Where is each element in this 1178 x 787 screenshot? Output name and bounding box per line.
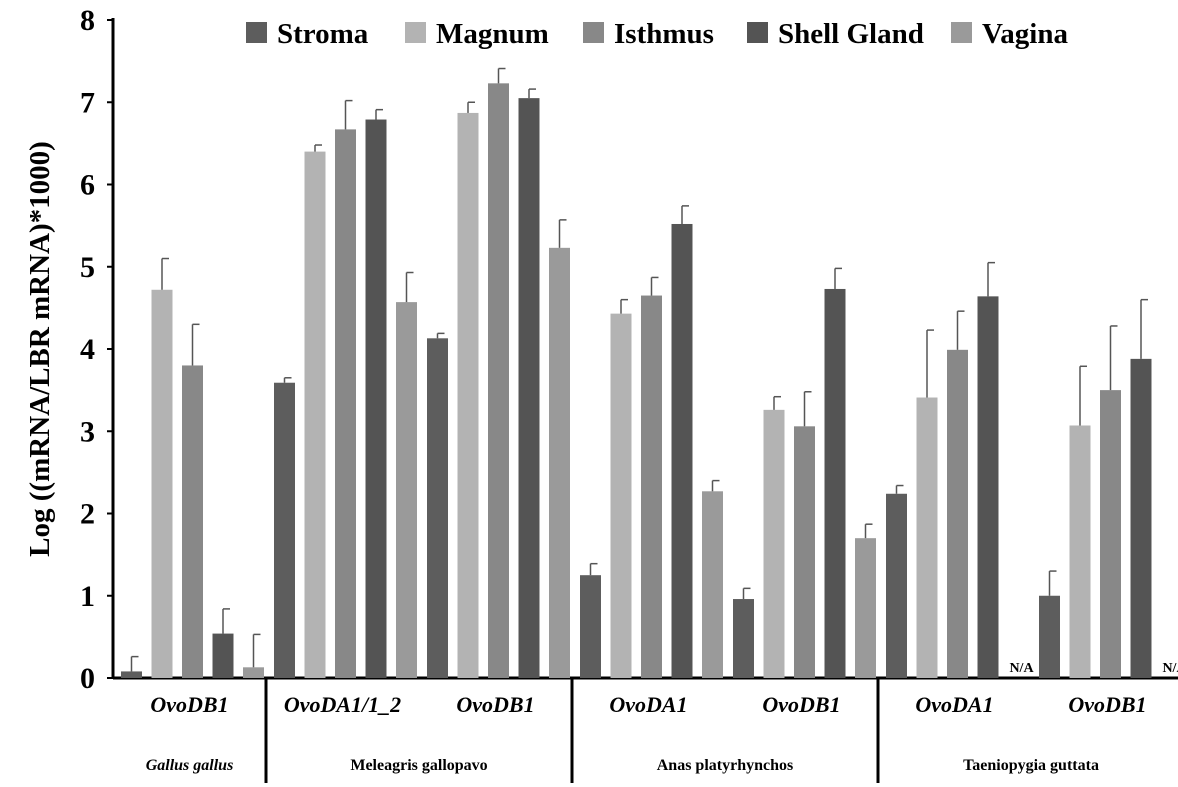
bar — [212, 633, 234, 678]
legend-swatch — [583, 22, 604, 43]
legend-swatch — [951, 22, 972, 43]
na-label: N/A — [1009, 661, 1034, 676]
y-tick-label: 2 — [80, 498, 95, 531]
bar — [886, 493, 907, 678]
category-label: OvoDB1 — [762, 692, 840, 717]
category-label: OvoDA1/1_2 — [284, 692, 401, 717]
category-label: OvoDB1 — [456, 692, 534, 717]
bar — [518, 98, 540, 678]
legend-label: Stroma — [277, 18, 369, 50]
bar — [916, 397, 938, 678]
legend-label: Isthmus — [614, 18, 714, 50]
bar — [702, 491, 723, 678]
bar — [1130, 358, 1152, 678]
bar — [549, 247, 570, 678]
bar — [365, 119, 387, 678]
y-tick-label: 7 — [80, 86, 95, 119]
bar — [1069, 425, 1091, 678]
species-label: Gallus gallus — [146, 757, 234, 774]
legend-label: Shell Gland — [778, 18, 924, 50]
bar — [396, 302, 417, 678]
y-tick-label: 6 — [80, 169, 95, 202]
bar — [947, 349, 968, 678]
legend-label: Magnum — [436, 18, 549, 50]
bar — [488, 83, 509, 678]
species-label: Taeniopygia guttata — [963, 757, 1099, 774]
bar — [580, 575, 601, 678]
species-label: Anas platyrhynchos — [657, 757, 793, 774]
category-label: OvoDB1 — [150, 692, 228, 717]
bar — [151, 289, 173, 678]
bar — [610, 313, 632, 678]
y-tick-label: 8 — [80, 4, 95, 37]
bar — [121, 671, 142, 678]
y-tick-label: 0 — [80, 662, 95, 695]
bar — [794, 426, 815, 678]
bar — [1039, 595, 1060, 678]
bar — [824, 288, 846, 678]
legend-swatch — [246, 22, 267, 43]
legend-label: Vagina — [982, 18, 1068, 50]
y-axis-label: Log ((mRNA/LBR mRNA)*1000) — [24, 141, 56, 557]
bar — [335, 129, 356, 678]
bar — [274, 382, 295, 678]
y-tick-label: 5 — [80, 251, 95, 284]
bar — [671, 223, 693, 679]
bar — [427, 338, 448, 678]
bar — [243, 667, 264, 678]
bar — [763, 409, 785, 678]
y-tick-label: 3 — [80, 415, 95, 448]
na-label: N/A — [1162, 661, 1178, 676]
bar — [855, 538, 876, 678]
legend-swatch — [747, 22, 768, 43]
bar — [457, 112, 479, 678]
category-label: OvoDA1 — [915, 692, 993, 717]
y-tick-label: 4 — [80, 333, 95, 366]
category-label: OvoDB1 — [1068, 692, 1146, 717]
bar — [641, 295, 662, 678]
bar — [182, 365, 203, 678]
bar — [1100, 390, 1121, 678]
legend-swatch — [405, 22, 426, 43]
bar — [733, 599, 754, 678]
species-label: Meleagris gallopavo — [350, 757, 487, 774]
bar — [977, 296, 999, 678]
y-tick-label: 1 — [80, 580, 95, 613]
bar — [304, 151, 326, 679]
category-label: OvoDA1 — [609, 692, 687, 717]
